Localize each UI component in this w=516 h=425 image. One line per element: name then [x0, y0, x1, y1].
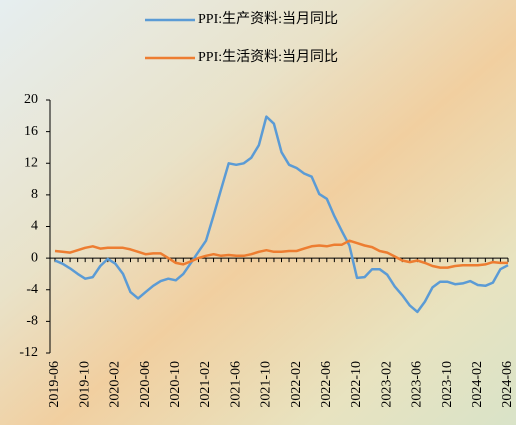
x-tick-label: 2024-06: [500, 361, 515, 408]
x-tick-label: 2020-02: [108, 361, 123, 408]
y-tick-label: 8: [31, 187, 38, 202]
x-tick-label: 2020-10: [168, 361, 183, 408]
y-tick-label: 4: [31, 219, 38, 234]
x-tick-label: 2024-02: [470, 361, 485, 408]
y-tick-label: 0: [31, 250, 38, 265]
x-tick-label: 2019-06: [47, 361, 62, 408]
y-tick-label: 12: [24, 155, 38, 170]
x-tick-label: 2019-10: [77, 361, 92, 408]
chart: -12 -8 -4 0 4 8 12 16 20 2019-06 2019-10 2020-02 202…: [0, 0, 516, 425]
x-tick-label: 2022-10: [349, 361, 364, 408]
x-tick-label: 2021-10: [259, 361, 274, 408]
x-tick-label: 2021-02: [198, 361, 213, 408]
legend-label: PPI:生产资料:当月同比: [198, 11, 338, 27]
x-tick-label: 2023-06: [410, 361, 425, 408]
x-tick-label: 2023-10: [440, 361, 455, 408]
x-tick-label: 2021-06: [228, 361, 243, 408]
x-tick-label: 2023-02: [379, 361, 394, 408]
legend-label: PPI:生活资料:当月同比: [198, 49, 338, 65]
y-tick-label: -4: [26, 282, 38, 297]
x-tick-label: 2022-06: [319, 361, 334, 408]
y-tick-label: -12: [19, 345, 38, 360]
y-tick-label: 20: [24, 92, 38, 107]
x-tick-label: 2020-06: [138, 361, 153, 408]
y-tick-label: -8: [26, 314, 38, 329]
y-tick-label: 16: [24, 124, 38, 139]
x-tick-label: 2022-02: [289, 361, 304, 408]
